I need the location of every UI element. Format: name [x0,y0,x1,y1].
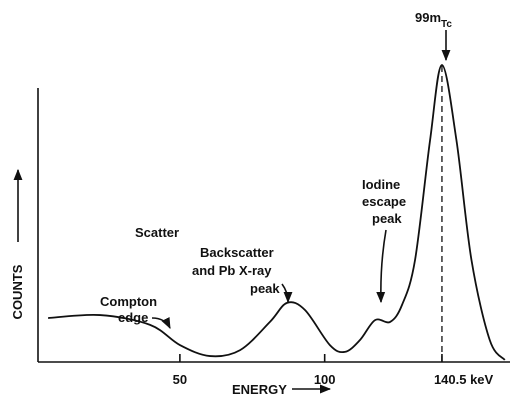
annotation: Scatter [135,225,179,240]
annotation-arrow [376,229,387,304]
x-tick-label: 140.5 keV [434,372,494,387]
annotation: Compton edge [100,294,161,325]
annotation: 99mTc [415,10,452,30]
annotation-arrow [151,316,171,330]
annotation: Iodine escape peak [362,177,410,226]
annotation: Backscatter and Pb X-ray peak [192,245,280,296]
y-axis-label: COUNTS [10,264,25,319]
annotation-arrow [281,283,293,304]
x-axis-label: ENERGY [232,382,287,397]
spectrum-line [48,64,506,361]
x-tick-label: 50 [173,372,187,387]
x-tick-label: 100 [314,372,336,387]
